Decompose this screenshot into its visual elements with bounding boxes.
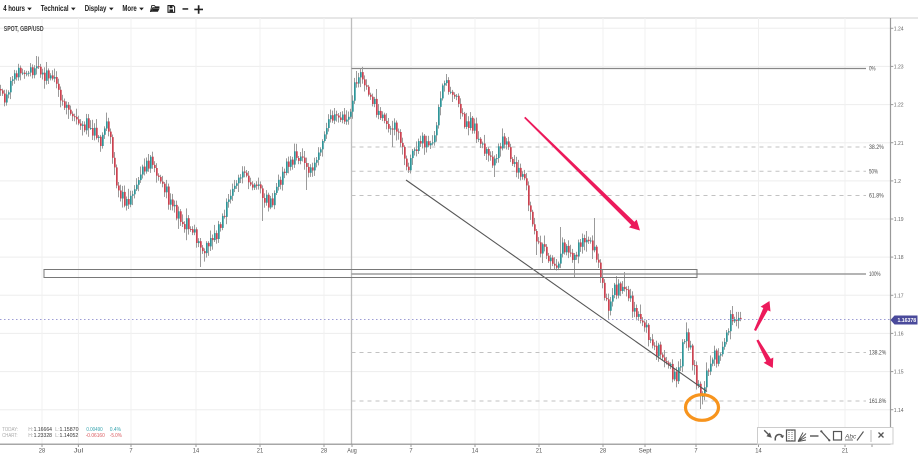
svg-text:1.2: 1.2 — [894, 179, 901, 185]
svg-text:L:: L: — [55, 427, 60, 433]
svg-text:0.4%: 0.4% — [110, 427, 122, 433]
svg-text:28: 28 — [600, 447, 607, 454]
svg-text:Abc: Abc — [844, 434, 857, 441]
svg-text:100%: 100% — [869, 272, 881, 278]
svg-text:1.23328: 1.23328 — [34, 433, 53, 439]
svg-text:21: 21 — [536, 447, 543, 454]
svg-text:0.00490: 0.00490 — [86, 427, 102, 433]
svg-text:1.18: 1.18 — [894, 255, 904, 261]
svg-text:1.15: 1.15 — [894, 370, 904, 376]
svg-text:1.15870: 1.15870 — [60, 427, 79, 433]
svg-text:0%: 0% — [869, 67, 876, 73]
svg-text:1.17: 1.17 — [894, 293, 904, 299]
svg-text:1.22: 1.22 — [894, 103, 904, 109]
svg-text:-5.0%: -5.0% — [110, 433, 123, 439]
svg-text:Display: Display — [85, 4, 107, 13]
svg-text:1.21: 1.21 — [894, 141, 904, 147]
svg-text:1.16: 1.16 — [894, 332, 904, 338]
svg-text:7: 7 — [409, 447, 413, 454]
svg-text:1.14052: 1.14052 — [60, 433, 79, 439]
svg-text:50%: 50% — [869, 170, 878, 176]
svg-text:1.14: 1.14 — [894, 408, 904, 414]
svg-text:-0.06160: -0.06160 — [86, 433, 105, 439]
svg-text:21: 21 — [257, 447, 264, 454]
svg-text:161.8%: 161.8% — [869, 399, 887, 405]
svg-text:1.16664: 1.16664 — [34, 427, 53, 433]
svg-text:TODAY:: TODAY: — [2, 427, 18, 433]
svg-text:14: 14 — [755, 447, 762, 454]
svg-text:14: 14 — [193, 447, 200, 454]
svg-text:More: More — [122, 4, 137, 13]
svg-text:L:: L: — [55, 433, 60, 439]
svg-text:Technical: Technical — [41, 4, 69, 13]
svg-text:138.2%: 138.2% — [869, 351, 887, 357]
svg-text:Sept: Sept — [639, 447, 652, 454]
svg-text:CHART:: CHART: — [2, 433, 18, 439]
svg-text:61.8%: 61.8% — [869, 194, 884, 200]
svg-text:38.2%: 38.2% — [869, 145, 884, 151]
svg-text:SPOT, GBP/USD: SPOT, GBP/USD — [4, 26, 44, 33]
svg-text:14: 14 — [472, 447, 479, 454]
svg-text:Aug: Aug — [347, 447, 357, 454]
svg-text:H:: H: — [28, 433, 33, 439]
svg-text:1.24: 1.24 — [894, 26, 904, 32]
svg-text:1.23: 1.23 — [894, 65, 904, 71]
svg-text:28: 28 — [39, 447, 46, 454]
svg-text:1.16378: 1.16378 — [898, 318, 917, 324]
svg-text:4 hours: 4 hours — [3, 4, 25, 13]
svg-text:7: 7 — [694, 447, 698, 454]
svg-text:21: 21 — [842, 447, 849, 454]
svg-text:1.19: 1.19 — [894, 217, 904, 223]
svg-text:Jul: Jul — [74, 447, 84, 454]
svg-text:7: 7 — [129, 447, 133, 454]
svg-text:H:: H: — [28, 427, 33, 433]
svg-text:28: 28 — [321, 447, 328, 454]
